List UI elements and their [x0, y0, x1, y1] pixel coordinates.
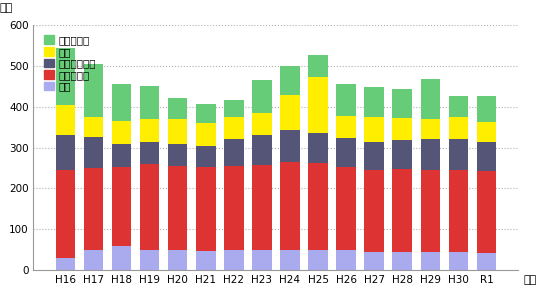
Bar: [168, 250, 187, 270]
Bar: [112, 144, 131, 167]
Bar: [364, 87, 384, 117]
Legend: その他収入, 市債, 国・県支出金, 地方交付税, 市税: その他収入, 市債, 国・県支出金, 地方交付税, 市税: [44, 35, 96, 92]
Bar: [308, 133, 328, 163]
Bar: [280, 66, 300, 95]
Bar: [224, 139, 244, 166]
Bar: [336, 116, 356, 138]
Bar: [336, 84, 356, 116]
Bar: [112, 121, 131, 144]
Bar: [336, 138, 356, 167]
Bar: [421, 170, 440, 252]
Bar: [224, 100, 244, 117]
Bar: [224, 117, 244, 139]
Bar: [224, 250, 244, 270]
Bar: [84, 168, 103, 250]
Bar: [308, 163, 328, 250]
Bar: [168, 166, 187, 250]
Bar: [364, 117, 384, 142]
Bar: [449, 96, 468, 117]
Bar: [56, 170, 75, 258]
Bar: [364, 252, 384, 270]
Bar: [84, 117, 103, 138]
Bar: [393, 88, 412, 118]
Bar: [84, 250, 103, 270]
Bar: [140, 142, 159, 164]
Bar: [140, 86, 159, 119]
Bar: [364, 170, 384, 252]
Bar: [280, 95, 300, 130]
Bar: [252, 113, 272, 136]
Bar: [168, 119, 187, 144]
Bar: [308, 55, 328, 77]
Bar: [56, 258, 75, 270]
Bar: [393, 140, 412, 169]
Bar: [196, 251, 215, 270]
Bar: [308, 77, 328, 133]
Bar: [477, 122, 496, 142]
Bar: [196, 167, 215, 251]
Bar: [84, 64, 103, 117]
Bar: [336, 250, 356, 270]
Bar: [364, 142, 384, 170]
Bar: [196, 104, 215, 123]
Bar: [140, 119, 159, 142]
Bar: [477, 96, 496, 122]
Bar: [252, 136, 272, 165]
Bar: [56, 105, 75, 136]
Bar: [252, 79, 272, 113]
Bar: [112, 167, 131, 246]
Bar: [168, 144, 187, 166]
Bar: [449, 170, 468, 252]
Bar: [84, 138, 103, 168]
Bar: [477, 171, 496, 253]
Bar: [112, 246, 131, 270]
Bar: [477, 142, 496, 171]
Bar: [393, 169, 412, 252]
Bar: [421, 252, 440, 270]
Bar: [196, 123, 215, 146]
Bar: [393, 118, 412, 140]
Bar: [252, 165, 272, 250]
Bar: [112, 84, 131, 121]
Bar: [336, 167, 356, 250]
Bar: [449, 140, 468, 170]
Text: 億円: 億円: [0, 3, 13, 13]
Bar: [280, 162, 300, 250]
Bar: [280, 250, 300, 270]
Bar: [421, 79, 440, 119]
Bar: [449, 117, 468, 140]
Bar: [56, 136, 75, 170]
Bar: [196, 146, 215, 167]
Bar: [168, 98, 187, 119]
Text: 年度: 年度: [523, 275, 537, 285]
Bar: [56, 48, 75, 105]
Bar: [308, 250, 328, 270]
Bar: [140, 250, 159, 270]
Bar: [449, 252, 468, 270]
Bar: [421, 119, 440, 140]
Bar: [393, 252, 412, 270]
Bar: [421, 140, 440, 170]
Bar: [280, 130, 300, 162]
Bar: [252, 250, 272, 270]
Bar: [140, 164, 159, 250]
Bar: [224, 166, 244, 250]
Bar: [477, 253, 496, 270]
